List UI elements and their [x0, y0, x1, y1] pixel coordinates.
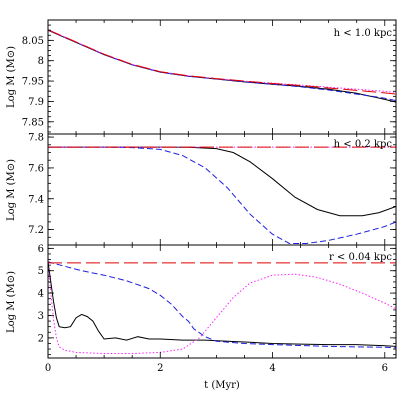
- series-layer: [48, 146, 396, 244]
- panel-r-0.04-kpc: 2 3 4 5 6 0 2 4 6 r < 0.04 kpc Log M (M⊙) t (My…: [6, 244, 397, 391]
- series-line-3: [48, 29, 396, 95]
- tick-marks: [47, 134, 396, 246]
- x-axis-label: t (Myr): [204, 380, 240, 391]
- y-tick-label: 7.8: [28, 133, 44, 144]
- series-line-1: [48, 29, 396, 102]
- y-axis-label: Log M (M⊙): [6, 46, 17, 108]
- series-line-2: [48, 29, 396, 93]
- y-tick-label: 7.95: [22, 77, 44, 88]
- y-tick-label: 3: [38, 311, 44, 322]
- x-tick-label: 2: [157, 363, 163, 374]
- x-tick-labels: 0 2 4 6: [45, 363, 388, 374]
- y-axis-label: Log M (M⊙): [6, 159, 17, 221]
- panel-annotation: r < 0.04 kpc: [329, 252, 392, 263]
- y-tick-label: 8: [38, 56, 44, 67]
- panel-h-1-kpc: 7.85 7.9 7.95 8 8.05 h < 1.0 kpc Log M (M⊙): [6, 19, 397, 135]
- series-layer: [48, 29, 396, 103]
- x-tick-label: 0: [45, 363, 51, 374]
- series-line-1: [48, 261, 396, 349]
- tick-marks: [47, 245, 396, 358]
- series-layer: [48, 261, 396, 354]
- panel-h-0.2-kpc: 7.2 7.4 7.6 7.8 h < 0.2 kpc Log M (M⊙): [6, 133, 397, 246]
- x-tick-label: 4: [269, 363, 275, 374]
- x-tick-label: 6: [382, 363, 388, 374]
- y-tick-labels: 7.85 7.9 7.95 8 8.05: [22, 36, 44, 128]
- y-tick-label: 7.4: [28, 194, 44, 205]
- y-tick-label: 6: [38, 244, 44, 255]
- y-tick-label: 4: [38, 289, 44, 300]
- y-tick-label: 7.9: [28, 97, 44, 108]
- y-tick-label: 8.05: [22, 36, 44, 47]
- y-tick-label: 7.85: [22, 117, 44, 128]
- series-line-0: [48, 29, 396, 103]
- series-line-0: [48, 146, 396, 217]
- y-tick-label: 2: [38, 333, 44, 344]
- y-tick-labels: 7.2 7.4 7.6 7.8: [28, 133, 44, 237]
- y-tick-label: 7.2: [28, 225, 44, 236]
- y-tick-label: 5: [38, 266, 44, 277]
- panel-annotation: h < 0.2 kpc: [334, 139, 393, 150]
- plot-frame: [47, 133, 397, 246]
- y-axis-label: Log M (M⊙): [6, 271, 17, 333]
- y-tick-label: 7.6: [28, 163, 44, 174]
- series-line-2: [48, 263, 396, 354]
- series-line-0: [48, 261, 396, 347]
- series-line-1: [48, 146, 396, 244]
- y-tick-labels: 2 3 4 5 6: [38, 244, 44, 345]
- plot-frame: [47, 244, 397, 359]
- panel-annotation: h < 1.0 kpc: [334, 28, 393, 39]
- tick-marks: [47, 19, 396, 134]
